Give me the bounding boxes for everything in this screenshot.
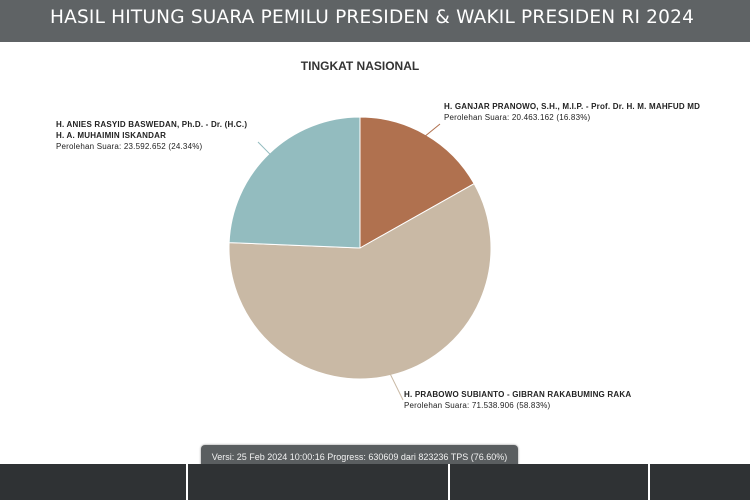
pie-chart — [228, 116, 492, 401]
footer-nav-item[interactable] — [650, 464, 750, 500]
label-anies-muhaimin: H. ANIES RASYID BASWEDAN, Ph.D. - Dr. (H… — [56, 119, 247, 152]
label-muhaimin-name: H. A. MUHAIMIN ISKANDAR — [56, 131, 167, 140]
chart-title: TINGKAT NASIONAL — [300, 59, 420, 73]
page-header: HASIL HITUNG SUARA PEMILU PRESIDEN & WAK… — [0, 0, 750, 42]
label-ganjar-votes: Perolehan Suara: 20.463.162 (16.83%) — [444, 113, 591, 122]
pie-slice-anies[interactable] — [228, 116, 361, 249]
label-prabowo-name: H. PRABOWO SUBIANTO - GIBRAN RAKABUMING … — [404, 390, 632, 399]
footer-nav-item[interactable] — [450, 464, 648, 500]
leader-line — [389, 374, 404, 401]
label-prabowo-votes: Perolehan Suara: 71.538.906 (58.83%) — [404, 401, 551, 410]
label-ganjar-mahfud: H. GANJAR PRANOWO, S.H., M.I.P. - Prof. … — [444, 101, 700, 123]
footer-nav — [0, 464, 750, 500]
page-title: HASIL HITUNG SUARA PEMILU PRESIDEN & WAK… — [50, 7, 695, 28]
leader-line — [257, 141, 271, 155]
leader-line — [425, 123, 441, 137]
footer-nav-item[interactable] — [188, 464, 448, 500]
label-prabowo-gibran: H. PRABOWO SUBIANTO - GIBRAN RAKABUMING … — [404, 389, 631, 411]
label-anies-votes: Perolehan Suara: 23.592.652 (24.34%) — [56, 142, 203, 151]
label-ganjar-name: H. GANJAR PRANOWO, S.H., M.I.P. - Prof. … — [444, 102, 701, 111]
label-anies-name: H. ANIES RASYID BASWEDAN, Ph.D. - Dr. (H… — [56, 120, 248, 129]
footer-nav-item[interactable] — [0, 464, 186, 500]
pie-chart-area: TINGKAT NASIONAL H. ANIES RASYID BASWEDA… — [0, 42, 750, 462]
